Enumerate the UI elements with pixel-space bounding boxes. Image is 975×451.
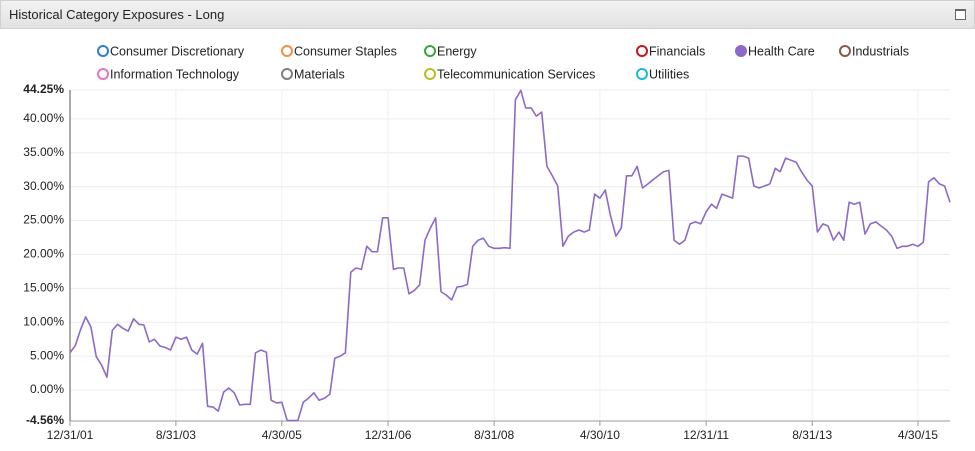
legend-marker: [839, 45, 851, 57]
legend-item[interactable]: Energy: [424, 44, 477, 58]
legend-item[interactable]: Consumer Staples: [281, 44, 397, 58]
y-tick-label: 44.25%: [23, 82, 64, 96]
panel-header: Historical Category Exposures - Long: [0, 0, 975, 29]
legend-marker: [424, 68, 436, 80]
legend-item[interactable]: Financials: [636, 44, 705, 58]
x-tick-label: 4/30/05: [262, 428, 302, 442]
legend-marker: [97, 68, 109, 80]
y-tick-label: 35.00%: [23, 145, 64, 159]
x-tick-label: 4/30/10: [580, 428, 620, 442]
data-line: [69, 89, 951, 422]
legend-label: Industrials: [852, 44, 909, 58]
legend-marker: [424, 45, 436, 57]
y-tick-label: 30.00%: [23, 179, 64, 193]
y-tick-label: 10.00%: [23, 314, 64, 328]
y-tick-label: 25.00%: [23, 213, 64, 227]
legend-item[interactable]: Telecommunication Services: [424, 67, 595, 81]
maximize-button[interactable]: [955, 9, 966, 20]
legend-label: Financials: [649, 44, 705, 58]
legend-marker: [281, 68, 293, 80]
y-tick-label: -4.56%: [26, 413, 64, 427]
x-tick-label: 12/31/11: [683, 428, 729, 442]
y-tick-label: 0.00%: [30, 382, 64, 396]
x-tick-label: 8/31/03: [156, 428, 196, 442]
panel-title: Historical Category Exposures - Long: [9, 7, 225, 22]
legend-marker: [735, 45, 747, 57]
legend-label: Information Technology: [110, 67, 240, 81]
legend-label: Utilities: [649, 67, 689, 81]
legend-marker: [636, 45, 648, 57]
x-tick-label: 8/31/13: [792, 428, 832, 442]
legend-item[interactable]: Utilities: [636, 67, 689, 81]
legend-label: Health Care: [748, 44, 815, 58]
legend-label: Energy: [437, 44, 477, 58]
legend-item[interactable]: Health Care: [735, 44, 815, 58]
y-tick-label: 5.00%: [30, 348, 64, 362]
y-tick-label: 15.00%: [23, 281, 64, 295]
y-tick-label: 20.00%: [23, 247, 64, 261]
y-tick-label: 40.00%: [23, 111, 64, 125]
legend-label: Consumer Discretionary: [110, 44, 245, 58]
legend-label: Consumer Staples: [294, 44, 397, 58]
legend-label: Materials: [294, 67, 345, 81]
legend-item[interactable]: Industrials: [839, 44, 909, 58]
x-tick-label: 4/30/15: [898, 428, 938, 442]
x-tick-label: 12/31/06: [365, 428, 412, 442]
legend-item[interactable]: Materials: [281, 67, 345, 81]
legend-item[interactable]: Information Technology: [97, 67, 240, 81]
legend-marker: [636, 68, 648, 80]
legend-marker: [97, 45, 109, 57]
x-tick-label: 8/31/08: [474, 428, 514, 442]
legend-marker: [281, 45, 293, 57]
x-tick-label: 12/31/01: [47, 428, 94, 442]
legend-label: Telecommunication Services: [437, 67, 595, 81]
legend-item[interactable]: Consumer Discretionary: [97, 44, 245, 58]
